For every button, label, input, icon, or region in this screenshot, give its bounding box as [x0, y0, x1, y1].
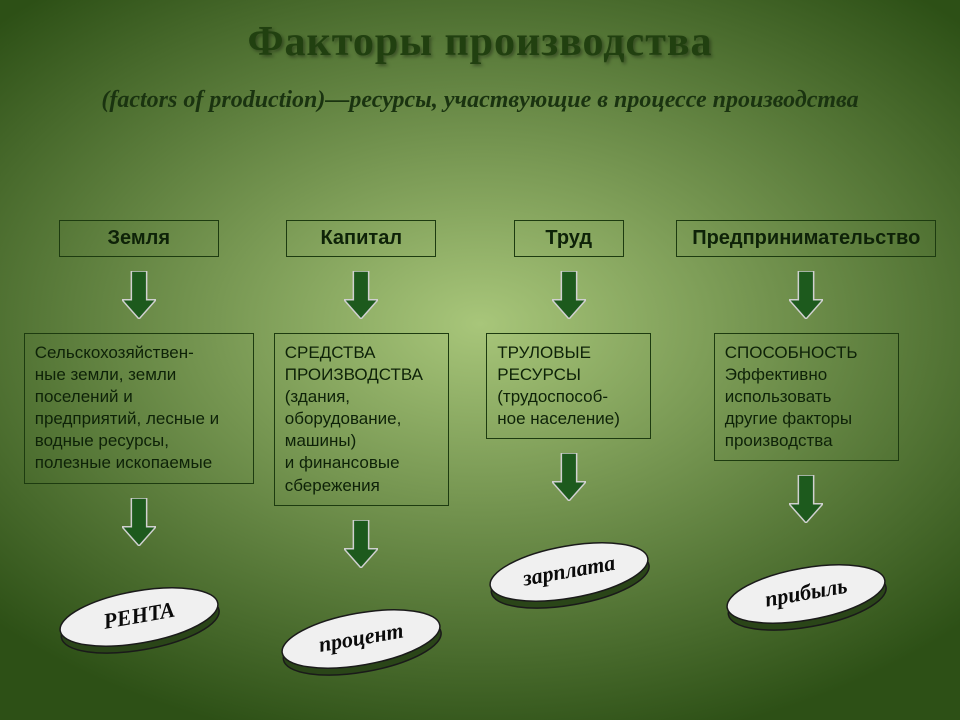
columns-container: Земля Сельскохозяйствен- ные земли, земл…	[0, 220, 960, 690]
arrow-down-icon	[789, 271, 823, 319]
factor-description: Сельскохозяйствен- ные земли, земли посе…	[24, 333, 254, 484]
factor-header: Земля	[59, 220, 219, 257]
result-ellipse: РЕНТА	[39, 566, 239, 668]
page-title: Факторы производства	[0, 0, 960, 66]
factor-column: Труд ТРУЛОВЫЕ РЕСУРСЫ (трудоспособ- ное …	[469, 220, 669, 690]
slide-content: Факторы производства (factors of product…	[0, 0, 960, 720]
result-ellipse: прибыль	[706, 543, 906, 645]
subtitle: (factors of production)—ресурсы, участву…	[0, 84, 960, 116]
factor-description: СПОСОБНОСТЬ Эффективно использовать друг…	[714, 333, 899, 461]
arrow-down-icon	[344, 271, 378, 319]
factor-header: Предпринимательство	[676, 220, 936, 257]
factor-description: ТРУЛОВЫЕ РЕСУРСЫ (трудоспособ- ное насел…	[486, 333, 651, 439]
result-ellipse: процент	[261, 588, 461, 690]
arrow-down-icon	[122, 271, 156, 319]
factor-column: Земля Сельскохозяйствен- ные земли, земл…	[24, 220, 254, 690]
arrow-down-icon	[789, 475, 823, 523]
factor-column: Капитал СРЕДСТВА ПРОИЗВОДСТВА (здания, о…	[261, 220, 461, 690]
arrow-down-icon	[552, 271, 586, 319]
arrow-down-icon	[552, 453, 586, 501]
factor-description: СРЕДСТВА ПРОИЗВОДСТВА (здания, оборудова…	[274, 333, 449, 506]
result-ellipse: зарплата	[469, 521, 669, 623]
factor-header: Труд	[514, 220, 624, 257]
factor-header: Капитал	[286, 220, 436, 257]
arrow-down-icon	[344, 520, 378, 568]
arrow-down-icon	[122, 498, 156, 546]
factor-column: Предпринимательство СПОСОБНОСТЬ Эффектив…	[676, 220, 936, 690]
